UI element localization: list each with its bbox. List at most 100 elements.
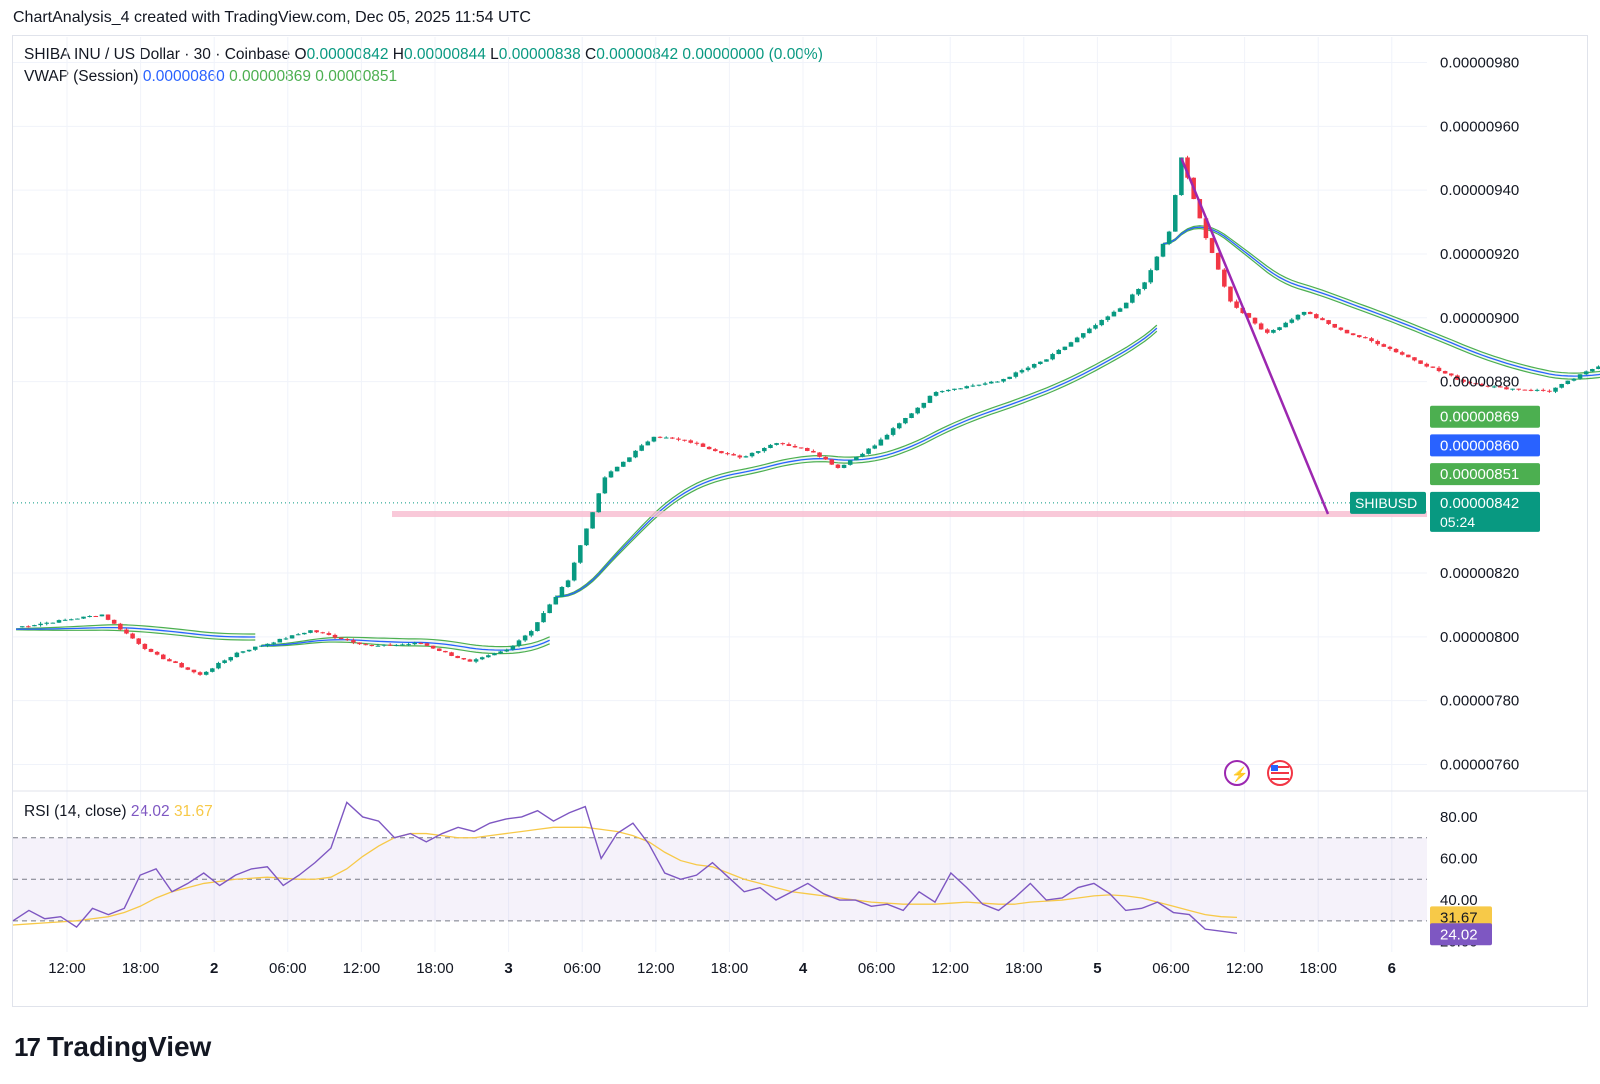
candle-body [964, 386, 969, 389]
candle-body [1068, 342, 1074, 347]
candle-body [1013, 372, 1019, 377]
candle-body [375, 645, 381, 647]
price-tick-label: 0.00000780 [1440, 693, 1519, 710]
rsi-title[interactable]: RSI (14, close) [24, 803, 127, 820]
candle-body [1498, 386, 1503, 388]
candle-body [1571, 378, 1577, 381]
candle-body [829, 459, 835, 465]
candle-body [854, 456, 859, 461]
candle-body [535, 622, 540, 632]
candle-body [627, 457, 632, 462]
candle-body [118, 623, 123, 630]
candle-body [768, 444, 773, 448]
candle-body [860, 453, 865, 457]
candle-body [621, 461, 626, 467]
vwap-line [261, 639, 550, 651]
candle-body [1369, 338, 1374, 342]
candle-body [1350, 333, 1356, 336]
candle-body [792, 445, 798, 448]
candle-body [81, 616, 86, 619]
candle-body [486, 655, 491, 658]
candle-body [1473, 383, 1479, 385]
time-tick-label: 18:00 [1299, 960, 1337, 977]
vwap-title[interactable]: VWAP (Session) [24, 68, 139, 85]
time-tick-label: 18:00 [416, 960, 454, 977]
candle-body [866, 448, 871, 454]
price-label-text: 0.00000851 [1440, 466, 1519, 483]
candle-body [1222, 269, 1227, 287]
high-value: 0.00000844 [403, 46, 486, 63]
vwap-upper-band [1162, 225, 1600, 374]
candle-body [1111, 311, 1117, 317]
candle-body [872, 445, 877, 449]
candle-body [1056, 349, 1061, 355]
candle-body [1215, 252, 1221, 270]
lightning-icon [1224, 760, 1250, 786]
candle-body [755, 451, 761, 453]
candle-body [1301, 311, 1307, 315]
flag-canton [1271, 765, 1278, 771]
candle-body [1258, 323, 1264, 330]
candle-body [706, 446, 712, 450]
candle-body [1455, 375, 1460, 380]
candle-body [1418, 360, 1423, 364]
candle-body [1265, 329, 1270, 333]
tradingview-logo[interactable]: 17 TradingView [14, 1031, 211, 1063]
candle-body [897, 423, 902, 429]
time-tick-label: 12:00 [931, 960, 969, 977]
candle-body [210, 668, 215, 672]
symbol-title[interactable]: SHIBA INU / US Dollar · 30 · Coinbase [24, 46, 291, 63]
candle-body [1240, 307, 1245, 314]
time-tick-label: 3 [504, 960, 512, 977]
candle-body [571, 562, 577, 581]
vwap-line [16, 626, 256, 638]
candle-body [203, 671, 209, 675]
candle-body [921, 402, 927, 408]
candle-body [1234, 301, 1239, 308]
candle-body [1179, 157, 1184, 196]
time-tick-label: 6 [1388, 960, 1396, 977]
candle-body [1485, 385, 1491, 387]
candle-body [596, 493, 601, 513]
candle-body [1130, 294, 1135, 303]
vwap-line [1162, 226, 1600, 377]
candle-body [516, 640, 522, 646]
time-tick-label: 2 [210, 960, 218, 977]
candle-body [400, 644, 405, 646]
price-tick-label: 0.00000820 [1440, 565, 1519, 582]
vwap-upper-value: 0.00000869 [229, 68, 311, 85]
price-label-text: 0.00000842 [1440, 495, 1519, 512]
candle-body [1516, 388, 1521, 390]
candle-body [50, 622, 56, 624]
candle-body [939, 391, 945, 393]
brand-name: TradingView [46, 1031, 212, 1062]
price-label-text: 0.00000869 [1440, 409, 1519, 426]
candle-body [847, 460, 853, 465]
candle-body [1166, 231, 1172, 244]
candle-body [1387, 346, 1393, 349]
candle-body [958, 388, 963, 390]
vwap-lower-band [1162, 227, 1600, 380]
candle-body [124, 629, 129, 634]
time-tick-label: 06:00 [1152, 960, 1190, 977]
candle-body [976, 384, 982, 386]
low-value: 0.00000838 [498, 46, 581, 63]
candle-body [461, 658, 467, 660]
candle-body [823, 456, 828, 460]
candle-body [289, 635, 295, 639]
candle-body [565, 580, 571, 587]
symbol-legend: SHIBA INU / US Dollar · 30 · Coinbase O0… [24, 46, 823, 63]
candle-body [1344, 329, 1350, 334]
candle-body [1019, 370, 1025, 373]
candle-body [1412, 357, 1417, 361]
vwap-lower-value: 0.00000851 [315, 68, 398, 85]
rsi-label-text: 24.02 [1440, 926, 1478, 943]
candle-body [676, 438, 681, 440]
candle-body [216, 662, 221, 669]
candle-body [387, 644, 393, 646]
candle-body [1117, 308, 1123, 312]
candle-body [725, 453, 730, 455]
candle-body [473, 659, 479, 662]
candle-body [197, 672, 203, 675]
